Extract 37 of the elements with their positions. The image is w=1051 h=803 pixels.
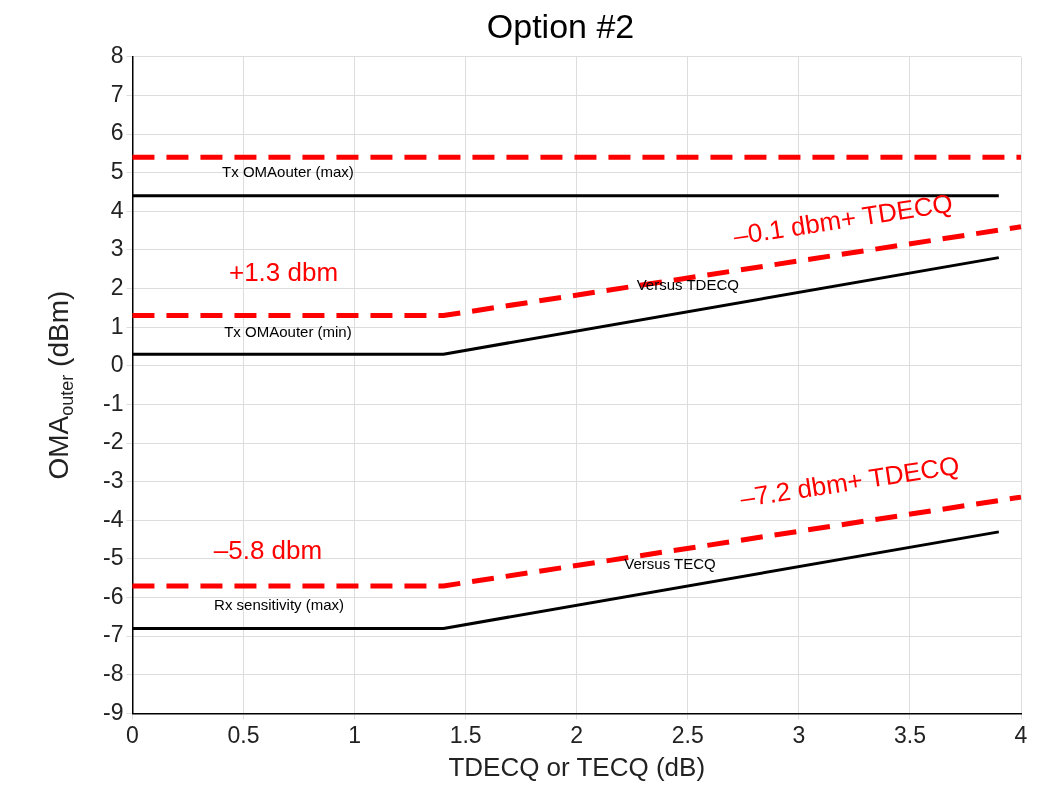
y-tick-label: 3 <box>110 235 124 262</box>
x-tick-label: 1 <box>348 721 361 748</box>
x-axis-title: TDECQ or TECQ (dB) <box>448 751 706 782</box>
x-tick-label: 1.5 <box>449 721 482 748</box>
y-tick-label: -7 <box>103 621 124 648</box>
annotation: –7.2 dbm+ TDECQ <box>738 449 962 514</box>
y-tick-label: -3 <box>103 467 124 493</box>
y-axis-title: OMAouter (dBm) <box>43 290 78 480</box>
y-tick-label: -2 <box>103 428 124 455</box>
y-tick-label: 6 <box>110 119 124 146</box>
y-tick-label: 0 <box>110 351 124 378</box>
y-tick-label: -1 <box>103 389 124 416</box>
chart-title: Option #2 <box>486 6 635 45</box>
annotation: Tx OMAouter (min) <box>224 323 352 341</box>
y-tick-label: 5 <box>110 158 124 185</box>
y-tick-label: 1 <box>110 312 124 339</box>
x-tick-label: 2.5 <box>671 721 704 748</box>
y-tick-label: -5 <box>103 544 124 571</box>
y-tick-label: -8 <box>103 660 124 687</box>
annotation: Rx sensitivity (max) <box>214 595 345 613</box>
x-tick-label: 2 <box>570 721 584 748</box>
y-tick-label: 7 <box>110 80 124 107</box>
y-tick-label: -4 <box>103 505 124 532</box>
annotation: –5.8 dbm <box>213 535 323 566</box>
annotation: Versus TECQ <box>624 555 716 573</box>
annotation: +1.3 dbm <box>228 256 339 287</box>
annotation: Tx OMAouter (max) <box>222 162 354 180</box>
y-tick-label: 8 <box>110 42 124 69</box>
y-tick-label: -9 <box>103 698 124 725</box>
y-tick-label: 2 <box>110 273 124 300</box>
y-tick-label: 4 <box>110 196 124 223</box>
x-tick-label: 3.5 <box>893 721 926 748</box>
x-tick-label: 3 <box>792 721 806 748</box>
x-tick-label: 0.5 <box>227 721 260 748</box>
y-tick-label: -6 <box>103 582 124 609</box>
annotation: –0.1 dbm+ TDECQ <box>731 187 955 251</box>
x-tick-label: 4 <box>1014 721 1028 748</box>
